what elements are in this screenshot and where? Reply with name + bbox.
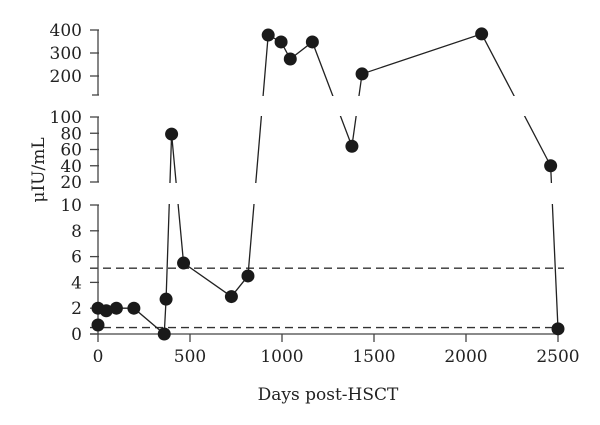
y-tick-label: 8: [71, 222, 82, 242]
data-point: [283, 52, 297, 66]
y-tick-label: 4: [71, 273, 82, 293]
y-tick-label: 60: [60, 141, 82, 161]
y-tick-label: 6: [71, 248, 82, 268]
data-point: [224, 290, 238, 304]
y-tick-label: 400: [50, 21, 82, 41]
data-point: [305, 35, 319, 49]
data-point: [99, 304, 113, 318]
y-tick-label: 0: [71, 325, 82, 345]
data-point: [544, 159, 558, 173]
axis-break-gap: [60, 96, 600, 116]
y-tick-label: 40: [60, 157, 82, 177]
data-point: [165, 127, 179, 141]
data-point: [109, 301, 123, 315]
data-point: [177, 256, 191, 270]
x-tick-label: 1500: [352, 347, 395, 367]
x-axis-label: Days post-HSCT: [258, 385, 399, 405]
x-tick-label: 2500: [536, 347, 579, 367]
data-point: [91, 318, 105, 332]
y-tick-label: 300: [50, 44, 82, 64]
x-tick-label: 0: [93, 347, 104, 367]
y-tick-label: 80: [60, 124, 82, 144]
y-tick-label: 100: [50, 108, 82, 128]
y-tick-label: 10: [60, 196, 82, 216]
data-point: [551, 322, 565, 336]
data-point: [127, 301, 141, 315]
x-tick-label: 2000: [444, 347, 487, 367]
y-tick-label: 200: [50, 67, 82, 87]
data-point: [475, 27, 489, 41]
data-point: [261, 28, 275, 42]
data-point: [355, 67, 369, 81]
data-point: [241, 269, 255, 283]
data-point: [157, 327, 171, 341]
y-tick-label: 20: [60, 173, 82, 193]
x-tick-label: 500: [174, 347, 206, 367]
y-axis-label: μIU/mL: [29, 137, 49, 202]
data-point: [345, 139, 359, 153]
data-point: [159, 292, 173, 306]
y-tick-label: 2: [71, 299, 82, 319]
axis-break-gap: [60, 183, 600, 204]
x-tick-label: 1000: [260, 347, 303, 367]
data-point: [274, 35, 288, 49]
